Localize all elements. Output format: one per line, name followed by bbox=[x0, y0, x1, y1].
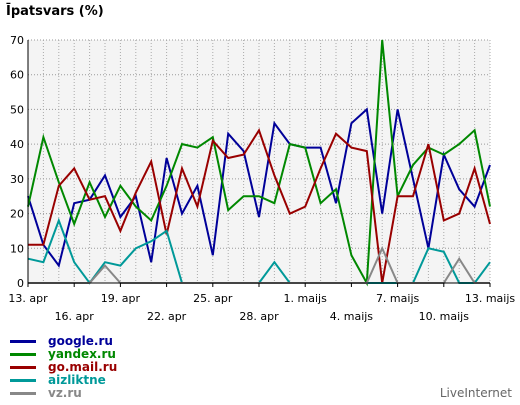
y-tick-label: 10 bbox=[10, 242, 24, 255]
x-tick-label: 1. maijs bbox=[284, 292, 328, 305]
x-tick-label: 28. apr bbox=[239, 310, 279, 323]
y-tick-label: 20 bbox=[10, 208, 24, 221]
y-tick-label: 60 bbox=[10, 69, 24, 82]
legend-label: yandex.ru bbox=[48, 347, 116, 361]
x-tick-label: 4. maijs bbox=[330, 310, 374, 323]
legend-swatch bbox=[10, 392, 36, 395]
legend-swatch bbox=[10, 366, 36, 369]
x-tick-label: 13. apr bbox=[8, 292, 48, 305]
y-tick-label: 70 bbox=[10, 34, 24, 47]
legend-label: vz.ru bbox=[48, 386, 82, 400]
x-tick-label: 16. apr bbox=[55, 310, 95, 323]
legend-swatch bbox=[10, 340, 36, 343]
legend-label: google.ru bbox=[48, 334, 113, 348]
series-line-go-mail-ru bbox=[28, 128, 491, 284]
legend-swatch bbox=[10, 353, 36, 356]
x-tick-label: 7. maijs bbox=[376, 292, 420, 305]
chart-title: Īpatsvars (%) bbox=[6, 4, 104, 19]
legend-label: go.mail.ru bbox=[48, 360, 118, 374]
legend-swatch bbox=[10, 379, 36, 382]
x-tick-label: 10. maijs bbox=[419, 310, 470, 323]
y-tick-label: 40 bbox=[10, 138, 24, 151]
brand-label: LiveInternet bbox=[439, 386, 512, 400]
x-tick-label: 22. apr bbox=[147, 310, 187, 323]
line-chart: 0 10 20 30 40 50 60 70 13. apr 16. apr 19. apr 22. … bbox=[8, 34, 516, 323]
y-tick-label: 50 bbox=[10, 103, 24, 116]
series-line-google-ru bbox=[27, 107, 491, 268]
x-tick-label: 13. maijs bbox=[465, 292, 516, 305]
series-line-yandex-ru bbox=[27, 39, 491, 287]
y-tick-label: 30 bbox=[10, 173, 24, 186]
plot-area bbox=[28, 40, 490, 283]
legend-label: aizliktne bbox=[48, 373, 106, 387]
x-tick-label: 19. apr bbox=[101, 292, 141, 305]
x-tick-label: 25. apr bbox=[193, 292, 233, 305]
y-tick-label: 0 bbox=[17, 277, 24, 290]
